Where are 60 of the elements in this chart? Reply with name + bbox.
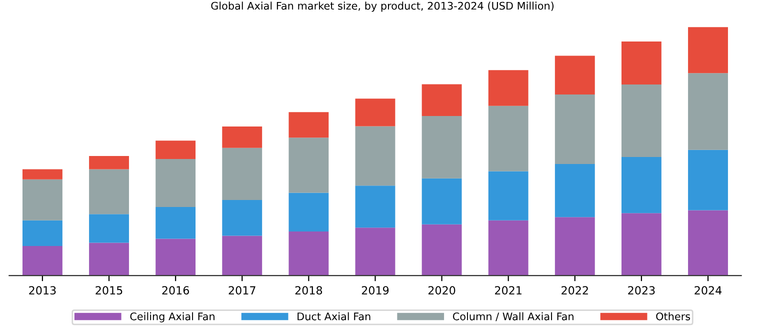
x-tick-label: 2021 xyxy=(495,286,522,295)
legend-label: Others xyxy=(656,312,690,320)
x-tick-label: 2013 xyxy=(29,286,56,295)
bar xyxy=(621,84,662,158)
bar xyxy=(22,220,62,246)
bar xyxy=(89,156,129,170)
x-tick-label: 2022 xyxy=(562,286,588,295)
bar xyxy=(488,171,528,220)
bar xyxy=(554,164,595,218)
x-tick-label: 2018 xyxy=(295,286,322,295)
bar xyxy=(488,220,528,276)
x-tick-label: 2015 xyxy=(96,286,122,295)
bar xyxy=(89,242,129,276)
bar xyxy=(688,27,728,74)
bar xyxy=(222,200,262,236)
bar xyxy=(688,73,728,150)
bar xyxy=(22,169,62,180)
bar xyxy=(355,98,396,126)
x-tick-label: 2023 xyxy=(628,286,655,295)
x-tick-label: 2024 xyxy=(694,286,722,295)
bar xyxy=(688,150,728,210)
bar xyxy=(621,157,662,214)
legend-label: Column / Wall Axial Fan xyxy=(452,312,574,322)
bar xyxy=(554,94,595,164)
bar xyxy=(554,217,595,276)
bar xyxy=(355,186,396,228)
bar xyxy=(288,138,329,193)
bar xyxy=(288,192,329,232)
bar xyxy=(621,213,662,276)
bar xyxy=(688,210,728,276)
x-tick-label: 2019 xyxy=(362,286,389,295)
bar xyxy=(422,178,462,224)
bar xyxy=(89,214,129,243)
bar xyxy=(156,159,196,207)
bar xyxy=(488,106,528,172)
bar xyxy=(222,126,262,148)
bar xyxy=(355,228,396,276)
bar xyxy=(422,84,462,116)
bar xyxy=(355,126,396,186)
chart-title: Global Axial Fan market size, by product, 2013-2024 (USD Million) xyxy=(211,2,554,12)
bar xyxy=(222,236,262,276)
bar xyxy=(288,232,329,276)
bar xyxy=(22,246,62,276)
bar xyxy=(488,70,528,106)
x-tick-label: 2017 xyxy=(228,286,256,295)
bar xyxy=(156,206,196,239)
bar xyxy=(288,112,329,138)
bar xyxy=(422,116,462,178)
legend-label: Duct Axial Fan xyxy=(298,312,370,320)
bar xyxy=(22,179,62,220)
bar xyxy=(156,140,196,160)
bar xyxy=(554,56,595,94)
bar xyxy=(156,238,196,276)
bar xyxy=(89,169,129,214)
x-tick-label: 2016 xyxy=(162,286,190,295)
bar xyxy=(621,42,662,85)
x-tick-label: 2020 xyxy=(428,286,456,295)
legend-label: Ceiling Axial Fan xyxy=(130,312,214,322)
bar xyxy=(422,224,462,276)
bar xyxy=(222,148,262,200)
